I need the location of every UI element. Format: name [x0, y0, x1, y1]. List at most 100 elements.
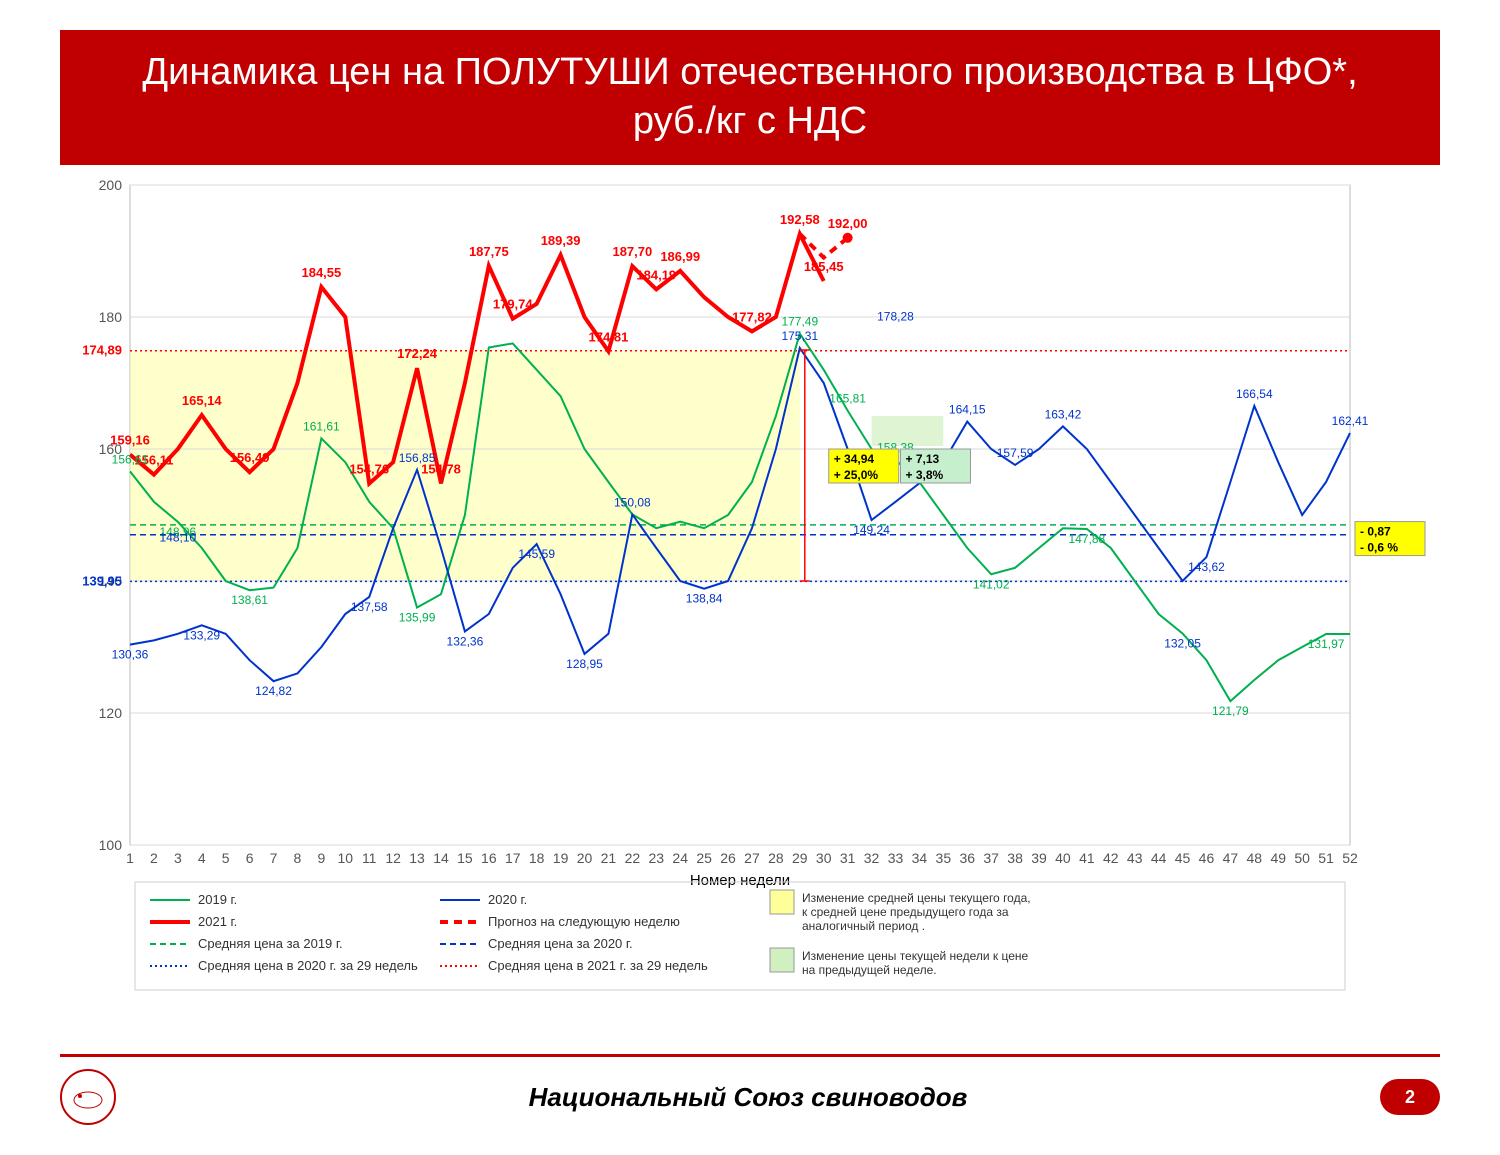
svg-text:165,81: 165,81	[829, 391, 866, 405]
svg-text:164,15: 164,15	[949, 402, 986, 416]
svg-text:- 0,87: - 0,87	[1360, 524, 1391, 538]
svg-text:5: 5	[222, 850, 230, 866]
svg-text:33: 33	[888, 850, 904, 866]
svg-text:к средней цене предыдущего год: к средней цене предыдущего года за	[802, 905, 1009, 919]
footer: Национальный Союз свиноводов 2	[60, 1054, 1440, 1125]
svg-text:51: 51	[1318, 850, 1334, 866]
svg-text:163,42: 163,42	[1045, 407, 1082, 421]
svg-text:38: 38	[1007, 850, 1023, 866]
svg-text:36: 36	[959, 850, 975, 866]
svg-text:35: 35	[936, 850, 952, 866]
svg-text:177,49: 177,49	[781, 314, 818, 328]
svg-text:43: 43	[1127, 850, 1143, 866]
svg-text:154,76: 154,76	[349, 461, 389, 476]
svg-text:18: 18	[529, 850, 545, 866]
svg-text:16: 16	[481, 850, 497, 866]
svg-text:Средняя цена за 2019 г.: Средняя цена за 2019 г.	[198, 936, 343, 951]
svg-text:135,99: 135,99	[399, 610, 436, 624]
svg-text:25: 25	[696, 850, 712, 866]
svg-text:28: 28	[768, 850, 784, 866]
svg-text:186,99: 186,99	[660, 249, 700, 264]
svg-text:Средняя цена в 2021 г. за 29 н: Средняя цена в 2021 г. за 29 недель	[488, 958, 708, 973]
svg-text:131,97: 131,97	[1308, 637, 1345, 651]
svg-text:2019 г.: 2019 г.	[198, 892, 237, 907]
svg-text:+ 34,94: + 34,94	[834, 452, 875, 466]
svg-text:31: 31	[840, 850, 856, 866]
svg-text:19: 19	[553, 850, 569, 866]
svg-text:29: 29	[792, 850, 808, 866]
svg-text:34: 34	[912, 850, 928, 866]
svg-text:46: 46	[1199, 850, 1215, 866]
svg-text:48: 48	[1247, 850, 1263, 866]
svg-text:41: 41	[1079, 850, 1095, 866]
svg-text:159,16: 159,16	[110, 432, 150, 447]
svg-text:178,28: 178,28	[877, 309, 914, 323]
svg-text:189,39: 189,39	[541, 233, 581, 248]
svg-text:52: 52	[1342, 850, 1358, 866]
svg-text:174,89: 174,89	[82, 343, 122, 358]
svg-text:11: 11	[362, 850, 377, 866]
svg-text:26: 26	[720, 850, 736, 866]
svg-text:12: 12	[385, 850, 401, 866]
svg-text:32: 32	[864, 850, 880, 866]
svg-text:187,75: 187,75	[469, 244, 509, 259]
svg-text:133,29: 133,29	[183, 628, 220, 642]
logo-icon	[60, 1069, 116, 1125]
svg-text:184,55: 184,55	[301, 265, 341, 280]
svg-text:17: 17	[505, 850, 521, 866]
svg-text:Номер недели: Номер недели	[690, 872, 790, 889]
svg-text:3: 3	[174, 850, 182, 866]
svg-text:7: 7	[270, 850, 278, 866]
svg-text:192,00: 192,00	[828, 216, 868, 231]
svg-text:2: 2	[150, 850, 158, 866]
svg-text:22: 22	[625, 850, 641, 866]
svg-text:121,79: 121,79	[1212, 704, 1249, 718]
page-number-badge: 2	[1380, 1079, 1440, 1115]
svg-text:139,95: 139,95	[82, 573, 122, 588]
svg-text:14: 14	[433, 850, 449, 866]
page-title: Динамика цен на ПОЛУТУШИ отечественного …	[100, 48, 1400, 147]
svg-text:149,24: 149,24	[853, 523, 890, 537]
footer-text: Национальный Союз свиноводов	[116, 1082, 1380, 1113]
svg-text:156,49: 156,49	[230, 450, 270, 465]
svg-text:+ 25,0%: + 25,0%	[834, 468, 879, 482]
svg-text:161,61: 161,61	[303, 419, 340, 433]
svg-text:156,85: 156,85	[399, 451, 436, 465]
svg-text:156,61: 156,61	[112, 452, 149, 466]
svg-text:Изменение средней цены текущег: Изменение средней цены текущего года,	[802, 891, 1031, 905]
svg-text:49: 49	[1270, 850, 1286, 866]
svg-text:13: 13	[409, 850, 425, 866]
svg-text:174,81: 174,81	[589, 329, 629, 344]
svg-text:37: 37	[983, 850, 999, 866]
svg-text:4: 4	[198, 850, 206, 866]
chart-container: 1001201401601802001234567891011121314151…	[60, 175, 1440, 1025]
svg-text:145,59: 145,59	[518, 547, 555, 561]
svg-text:175,31: 175,31	[781, 329, 818, 343]
svg-text:100: 100	[99, 837, 123, 853]
line-chart: 1001201401601802001234567891011121314151…	[60, 175, 1440, 1025]
svg-text:179,74: 179,74	[493, 296, 534, 311]
svg-text:42: 42	[1103, 850, 1119, 866]
svg-text:184,19: 184,19	[636, 267, 676, 282]
svg-text:172,24: 172,24	[397, 346, 438, 361]
svg-text:132,05: 132,05	[1164, 636, 1201, 650]
svg-text:20: 20	[577, 850, 593, 866]
svg-text:128,95: 128,95	[566, 657, 603, 671]
svg-text:162,41: 162,41	[1332, 414, 1369, 428]
svg-text:138,61: 138,61	[231, 593, 268, 607]
svg-text:Изменение цены текущей недели: Изменение цены текущей недели к цене	[802, 949, 1029, 963]
svg-text:47: 47	[1223, 850, 1239, 866]
svg-text:120: 120	[99, 705, 123, 721]
svg-text:2021 г.: 2021 г.	[198, 914, 237, 929]
svg-text:9: 9	[317, 850, 325, 866]
svg-text:143,62: 143,62	[1188, 560, 1225, 574]
svg-text:192,58: 192,58	[780, 212, 820, 227]
svg-text:21: 21	[601, 850, 617, 866]
svg-text:Прогноз на следующую неделю: Прогноз на следующую неделю	[488, 914, 680, 929]
svg-text:23: 23	[648, 850, 664, 866]
svg-text:200: 200	[99, 177, 123, 193]
svg-text:157,59: 157,59	[997, 446, 1034, 460]
svg-text:132,36: 132,36	[447, 634, 484, 648]
svg-text:40: 40	[1055, 850, 1071, 866]
svg-text:141,02: 141,02	[973, 577, 1010, 591]
